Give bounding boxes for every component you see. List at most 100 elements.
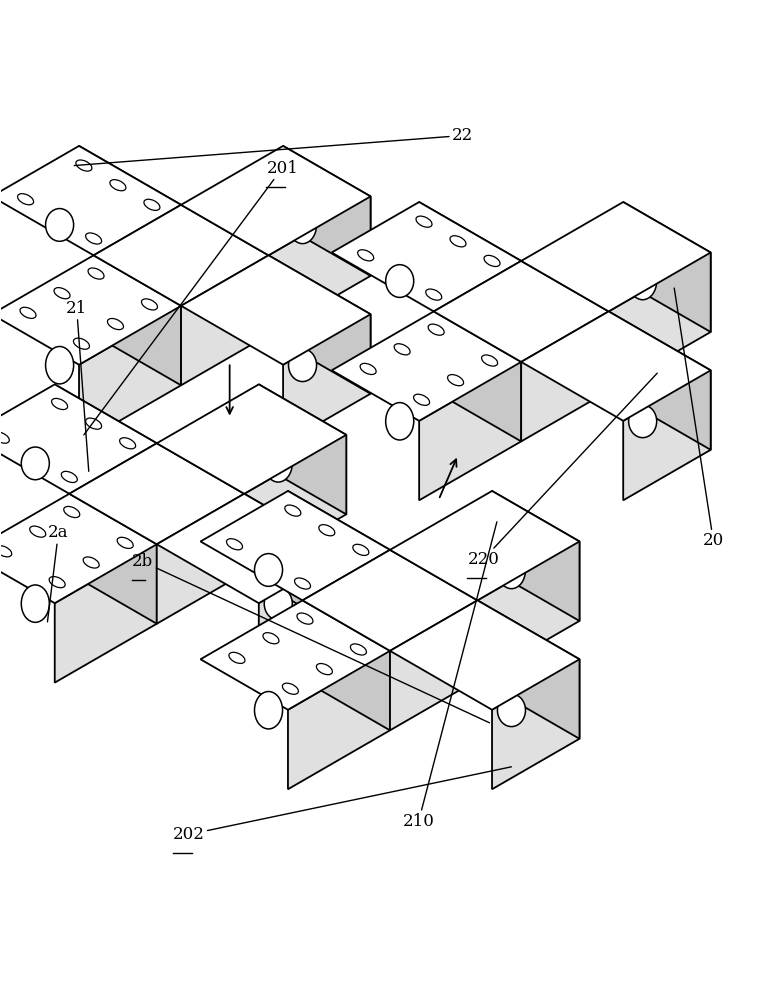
Polygon shape	[259, 384, 346, 514]
Polygon shape	[181, 255, 371, 365]
Polygon shape	[492, 491, 579, 621]
Polygon shape	[70, 443, 244, 544]
Ellipse shape	[234, 470, 249, 481]
Text: 21: 21	[66, 300, 88, 471]
Ellipse shape	[504, 631, 519, 642]
Polygon shape	[390, 600, 579, 710]
Ellipse shape	[271, 340, 286, 351]
Ellipse shape	[289, 206, 317, 244]
Ellipse shape	[49, 577, 65, 588]
Ellipse shape	[414, 546, 429, 557]
Ellipse shape	[181, 439, 196, 450]
Polygon shape	[623, 370, 711, 500]
Polygon shape	[608, 311, 711, 450]
Ellipse shape	[598, 288, 614, 299]
Ellipse shape	[328, 306, 345, 317]
Ellipse shape	[621, 275, 637, 286]
Polygon shape	[478, 541, 579, 680]
Polygon shape	[156, 494, 346, 603]
Ellipse shape	[302, 431, 317, 442]
Ellipse shape	[285, 505, 301, 516]
Ellipse shape	[45, 209, 74, 241]
Ellipse shape	[20, 307, 36, 318]
Ellipse shape	[228, 188, 243, 199]
Ellipse shape	[281, 218, 297, 230]
Polygon shape	[0, 255, 181, 365]
Ellipse shape	[212, 558, 228, 569]
Polygon shape	[332, 202, 521, 311]
Polygon shape	[303, 550, 478, 651]
Polygon shape	[390, 550, 478, 680]
Ellipse shape	[535, 537, 551, 548]
Text: 2a: 2a	[48, 524, 69, 622]
Ellipse shape	[416, 216, 432, 227]
Ellipse shape	[264, 587, 292, 620]
Polygon shape	[244, 494, 346, 632]
Ellipse shape	[392, 269, 407, 281]
Ellipse shape	[361, 363, 376, 375]
Polygon shape	[268, 255, 371, 394]
Ellipse shape	[497, 694, 526, 727]
Ellipse shape	[669, 362, 685, 373]
Polygon shape	[434, 311, 521, 441]
Ellipse shape	[467, 577, 483, 588]
Ellipse shape	[76, 160, 92, 171]
Polygon shape	[181, 255, 268, 385]
Ellipse shape	[317, 664, 332, 675]
Ellipse shape	[445, 665, 461, 676]
Ellipse shape	[545, 257, 561, 268]
Ellipse shape	[295, 286, 310, 297]
Ellipse shape	[254, 692, 282, 729]
Ellipse shape	[629, 262, 657, 300]
Ellipse shape	[45, 346, 74, 384]
Ellipse shape	[635, 342, 651, 353]
Ellipse shape	[353, 544, 369, 555]
Polygon shape	[70, 443, 156, 573]
Ellipse shape	[88, 268, 104, 279]
Ellipse shape	[250, 174, 266, 186]
Polygon shape	[419, 202, 521, 340]
Polygon shape	[55, 544, 156, 683]
Ellipse shape	[203, 300, 218, 311]
Polygon shape	[283, 146, 371, 276]
Ellipse shape	[85, 418, 102, 429]
Polygon shape	[79, 146, 181, 284]
Ellipse shape	[120, 438, 135, 449]
Ellipse shape	[271, 525, 286, 536]
Ellipse shape	[490, 563, 506, 575]
Ellipse shape	[107, 318, 124, 330]
Ellipse shape	[295, 578, 310, 589]
Ellipse shape	[411, 645, 427, 656]
Ellipse shape	[629, 405, 657, 438]
Text: 210: 210	[403, 522, 497, 830]
Ellipse shape	[459, 520, 475, 531]
Ellipse shape	[644, 261, 659, 273]
Polygon shape	[156, 443, 244, 573]
Ellipse shape	[52, 398, 67, 410]
Polygon shape	[200, 600, 390, 710]
Ellipse shape	[568, 244, 583, 255]
Ellipse shape	[484, 255, 500, 267]
Ellipse shape	[236, 320, 253, 331]
Ellipse shape	[386, 265, 414, 297]
Ellipse shape	[117, 537, 133, 548]
Ellipse shape	[227, 539, 242, 550]
Polygon shape	[200, 491, 390, 600]
Text: 201: 201	[84, 160, 298, 435]
Polygon shape	[259, 553, 346, 683]
Text: 20: 20	[674, 288, 724, 549]
Ellipse shape	[63, 506, 80, 518]
Ellipse shape	[425, 289, 442, 300]
Ellipse shape	[537, 651, 554, 662]
Polygon shape	[608, 253, 711, 391]
Ellipse shape	[205, 201, 221, 212]
Ellipse shape	[613, 217, 629, 229]
Ellipse shape	[304, 544, 321, 555]
Ellipse shape	[428, 324, 444, 335]
Polygon shape	[521, 311, 608, 441]
Ellipse shape	[610, 396, 626, 407]
Ellipse shape	[450, 236, 466, 247]
Ellipse shape	[590, 231, 606, 242]
Ellipse shape	[83, 557, 99, 568]
Polygon shape	[0, 146, 181, 255]
